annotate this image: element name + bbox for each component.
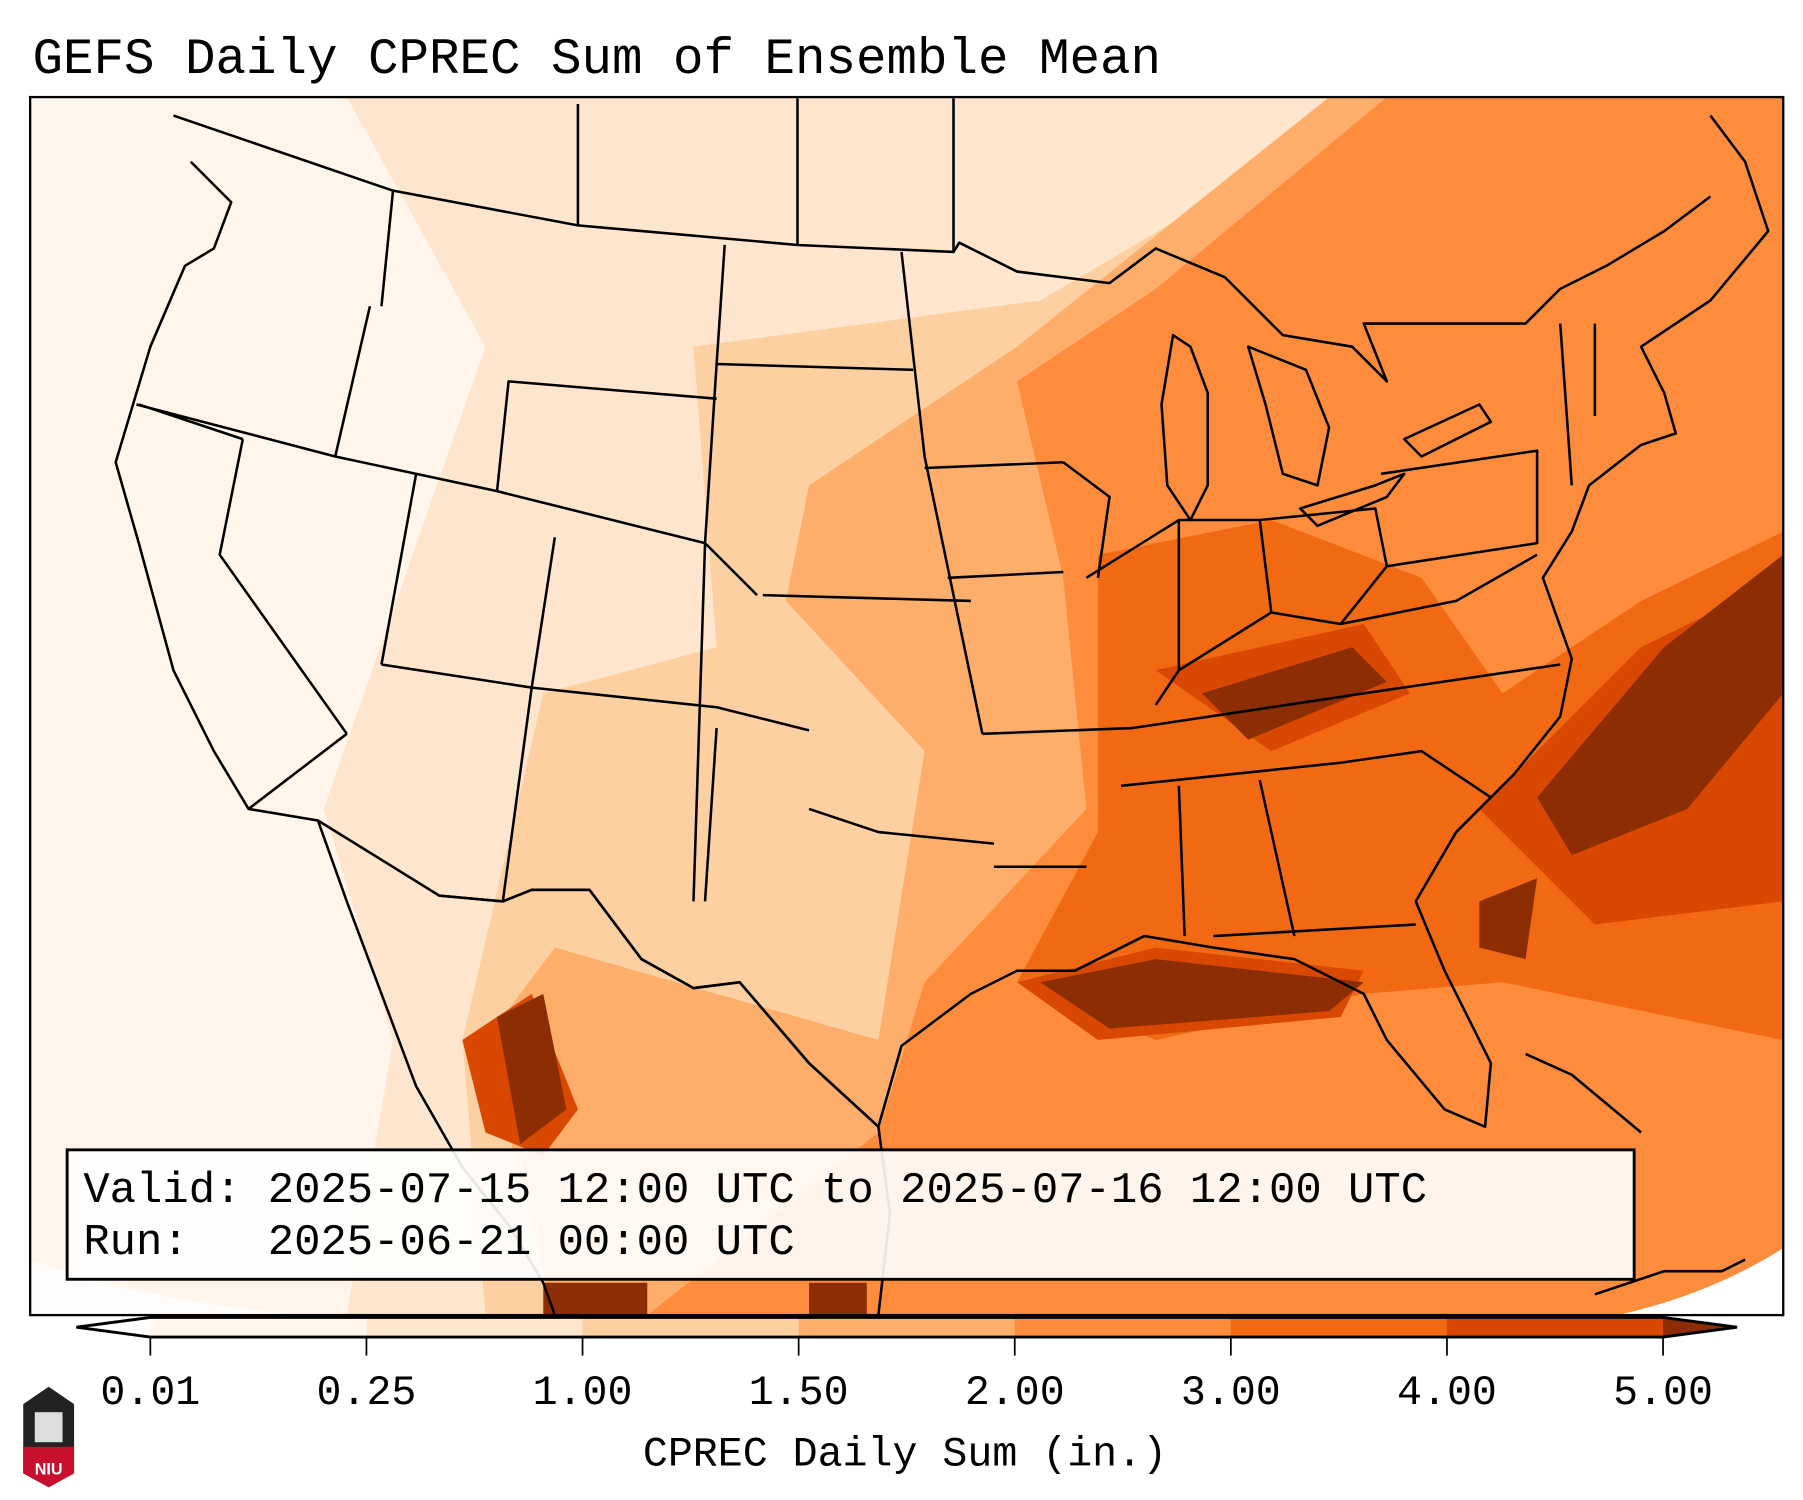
colorbar: 0.01 0.25 1.00 1.50 2.00 3.00 4.00 5.00 [76, 1315, 1738, 1417]
lake-ontario [1402, 403, 1493, 458]
lake-michigan [1160, 333, 1210, 522]
info-box: Valid: 2025-07-15 12:00 UTC to 2025-07-1… [65, 1148, 1636, 1281]
map-title: GEFS Daily CPREC Sum of Ensemble Mean [32, 32, 1161, 89]
precip-field [323, 97, 1784, 1316]
colorbar-bin-4 [1014, 1317, 1232, 1338]
us-canada-border [173, 114, 1712, 383]
precip-map [30, 97, 1784, 1316]
colorbar-tick-label: 1.00 [533, 1370, 633, 1417]
colorbar-tick-label: 0.25 [317, 1370, 417, 1417]
state-boundaries [114, 98, 1770, 1316]
map-frame [29, 95, 1785, 1317]
lake-erie [1298, 472, 1406, 528]
colorbar-bin-1 [366, 1317, 584, 1338]
valid-time-text: Valid: 2025-07-15 12:00 UTC to 2025-07-1… [83, 1166, 1427, 1216]
projection-edge [1617, 1248, 1784, 1316]
colorbar-tick-label: 0.01 [100, 1370, 200, 1417]
conus-outline [114, 114, 1770, 1129]
colorbar-tick-label: 2.00 [965, 1370, 1065, 1417]
state-lines-west [136, 98, 984, 902]
colorbar-bin-6 [1446, 1317, 1664, 1338]
us-mexico-border [439, 888, 880, 1128]
colorbar-bin-0 [150, 1317, 368, 1338]
precip-band-6 [497, 554, 1784, 1316]
run-time-text: Run: 2025-06-21 00:00 UTC [83, 1218, 794, 1268]
niu-logo-text: NIU [35, 1461, 63, 1479]
projection-edge-left [30, 1259, 301, 1316]
colorbar-tick-label: 3.00 [1181, 1370, 1281, 1417]
lake-huron [1246, 345, 1331, 487]
colorbar-tick-label: 4.00 [1397, 1370, 1497, 1417]
colorbar-bin-5 [1230, 1317, 1448, 1338]
colorbar-tick-label: 1.50 [749, 1370, 849, 1417]
cuba-outline [1525, 1052, 1746, 1296]
colorbar-bin-2 [582, 1317, 800, 1338]
colorbar-bin-3 [798, 1317, 1016, 1338]
colorbar-over-arrow [1663, 1317, 1738, 1338]
colorbar-label: CPREC Daily Sum (in.) [643, 1431, 1167, 1478]
niu-logo: NIU [23, 1386, 75, 1488]
colorbar-under-arrow [76, 1317, 151, 1338]
colorbar-tick-label: 5.00 [1613, 1370, 1713, 1417]
state-lines-east [808, 323, 1597, 938]
